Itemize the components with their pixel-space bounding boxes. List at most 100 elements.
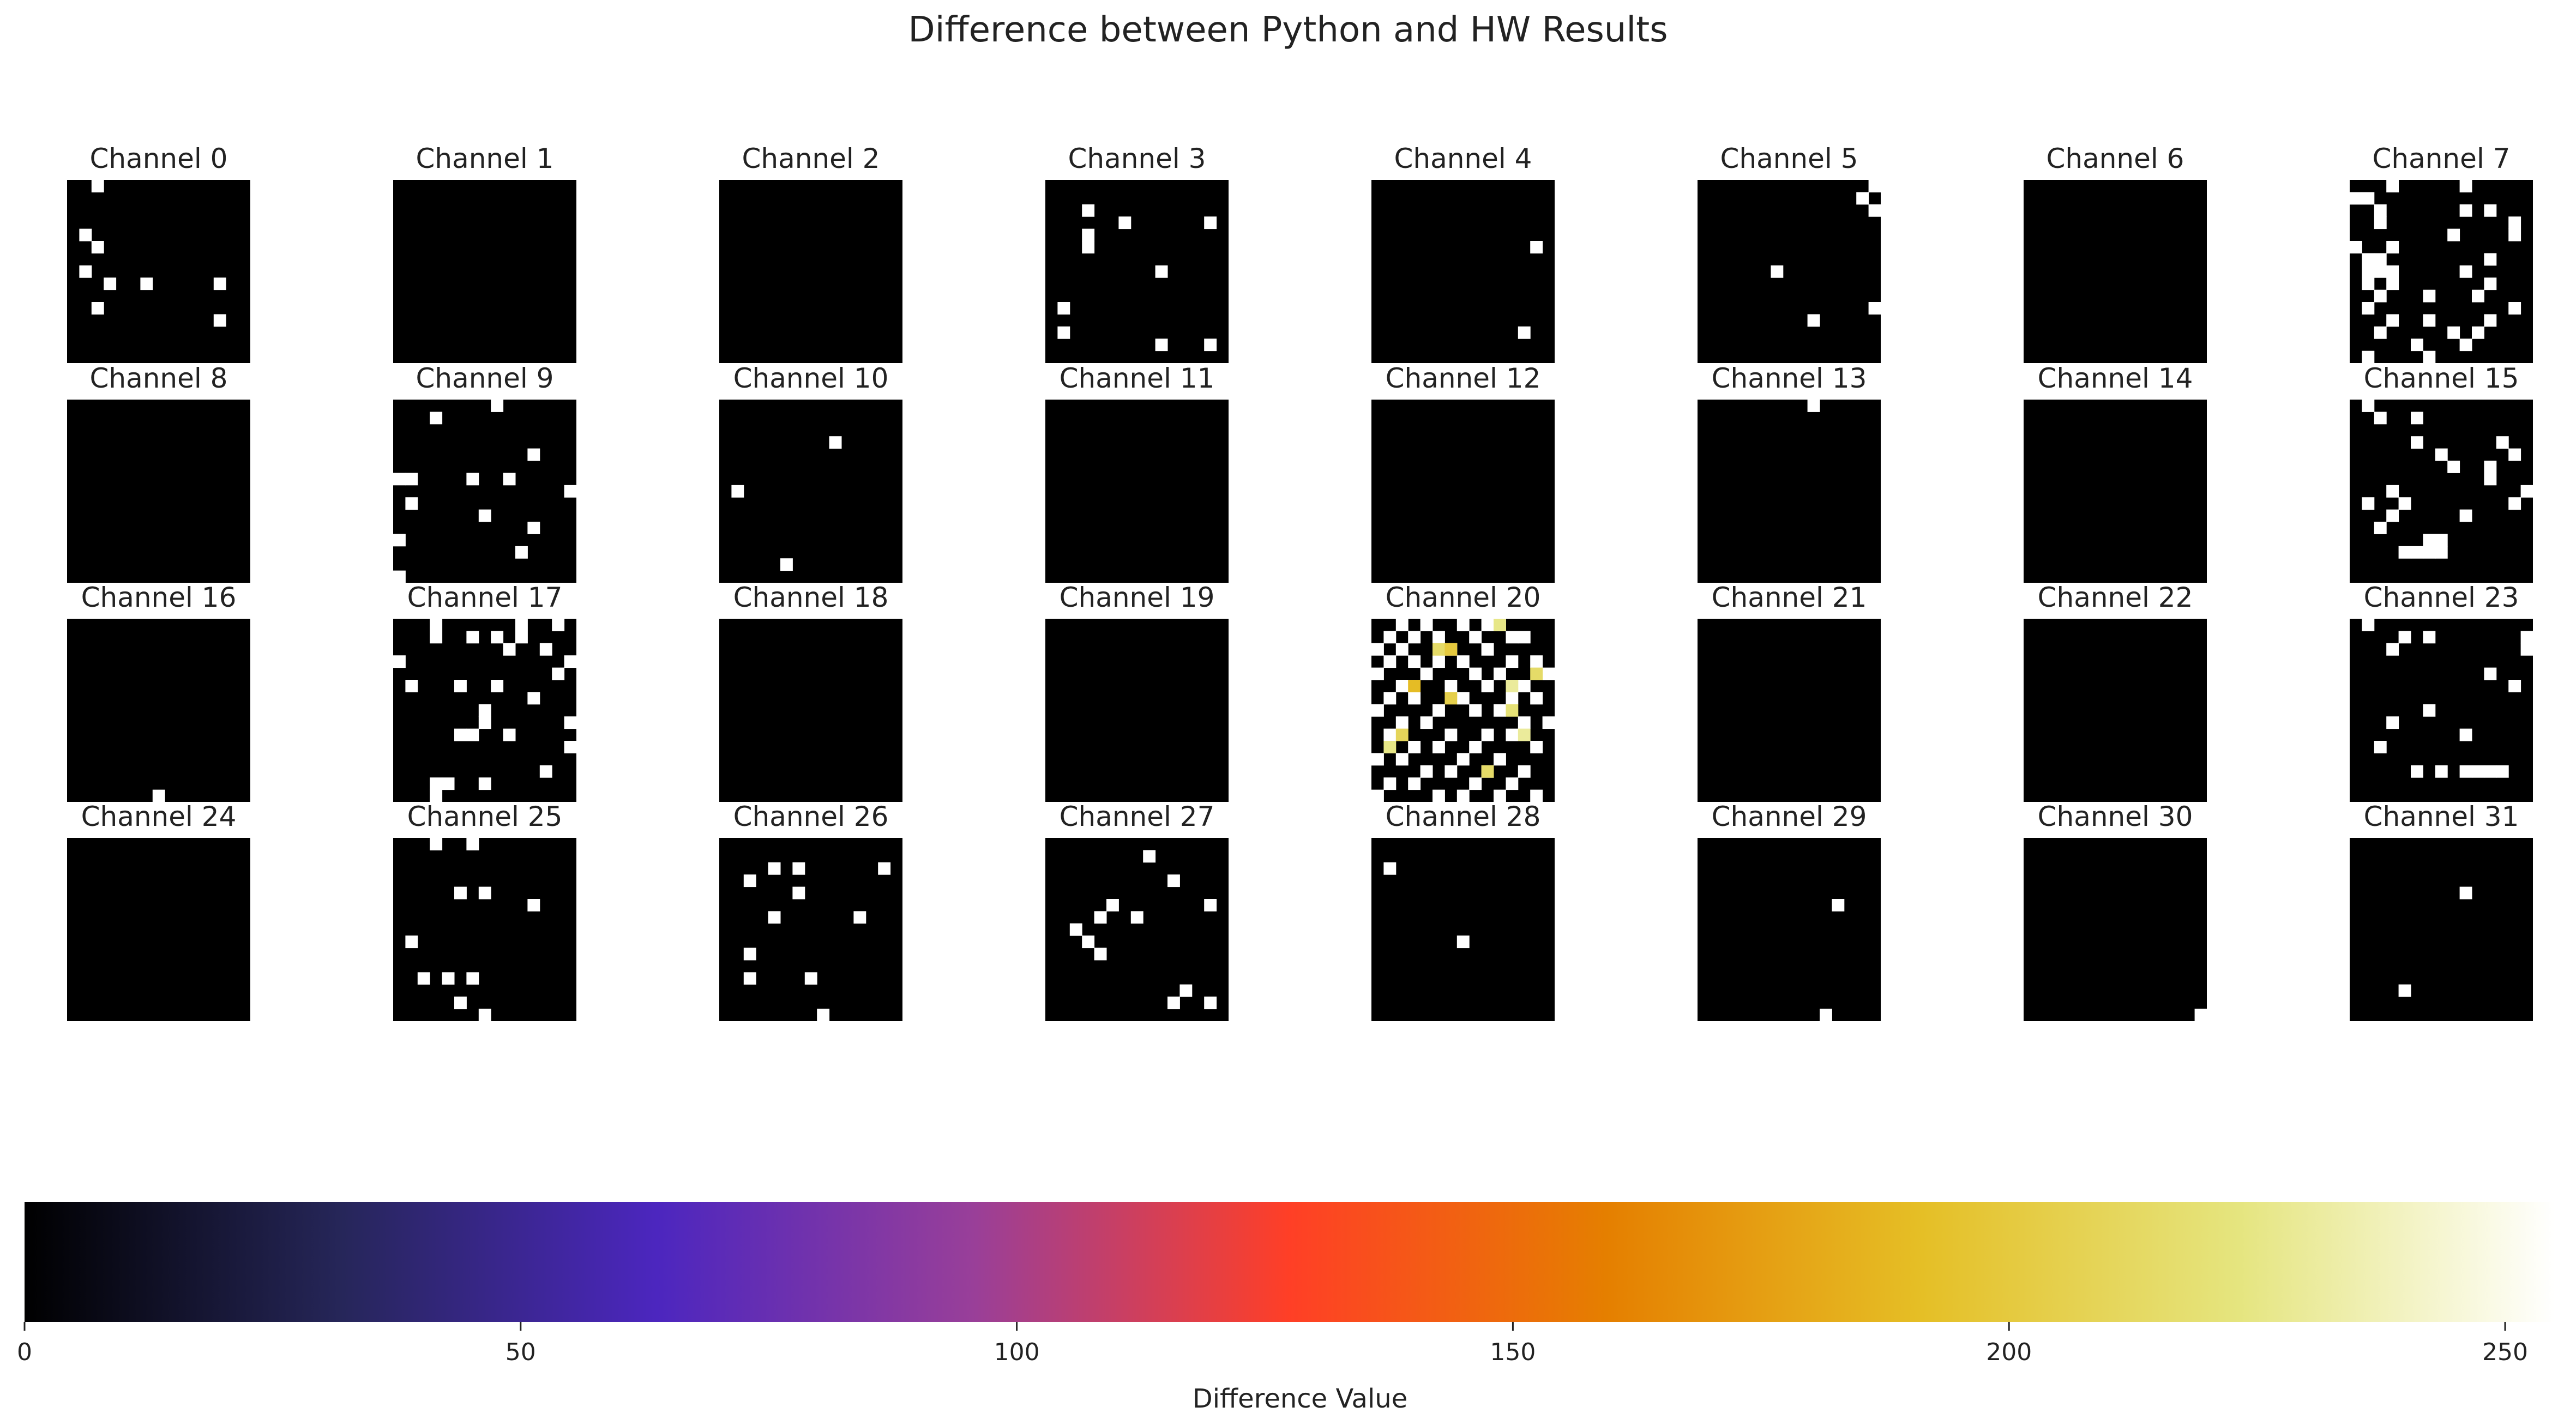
colorbar-tick-label: 50: [505, 1338, 536, 1366]
heatmap-cell: [1371, 753, 1384, 766]
heatmap-cell: [1445, 765, 1458, 778]
figure-title: Difference between Python and HW Results: [908, 10, 1668, 50]
heatmap-cell: [417, 972, 430, 985]
panel-title: Channel 9: [416, 363, 554, 394]
heatmap-cell: [478, 704, 491, 717]
heatmap-cell: [878, 862, 891, 875]
heatmap-panel: Channel 7: [2350, 143, 2533, 364]
heatmap-cell: [2362, 400, 2375, 412]
heatmap-panel: Channel 2: [719, 143, 902, 363]
heatmap-cell: [743, 972, 756, 985]
heatmap-cell: [1506, 680, 1519, 692]
heatmap-cell: [478, 886, 491, 899]
heatmap-cell: [2386, 241, 2399, 253]
heatmap-cell: [1494, 704, 1506, 717]
panel-title: Channel 21: [1712, 582, 1867, 613]
heatmap-background: [2350, 838, 2533, 1021]
heatmap-cell: [2459, 265, 2472, 278]
heatmap-background: [393, 180, 576, 363]
heatmap-cell: [2459, 509, 2472, 522]
heatmap-cell: [780, 558, 793, 571]
heatmap-cell: [2374, 522, 2387, 534]
heatmap-cell: [2362, 192, 2375, 205]
heatmap-cell: [2459, 180, 2472, 192]
heatmap-panel: Channel 6: [2024, 143, 2207, 363]
heatmap-cell: [515, 546, 528, 559]
heatmap-cell: [2386, 314, 2399, 327]
heatmap-cell: [853, 911, 866, 924]
heatmap-cell: [2447, 228, 2460, 241]
heatmap-background: [2024, 838, 2207, 1021]
heatmap-cell: [1506, 631, 1519, 644]
heatmap-cell: [731, 485, 744, 498]
heatmap-cell: [1408, 655, 1421, 668]
heatmap-cell: [2411, 339, 2423, 352]
heatmap-cell: [515, 619, 528, 631]
heatmap-cell: [393, 473, 406, 486]
panel-title: Channel 29: [1712, 801, 1867, 832]
heatmap-cell: [2374, 412, 2387, 425]
heatmap-cell: [1383, 777, 1397, 790]
heatmap-cell: [1518, 631, 1531, 644]
heatmap-cell: [91, 241, 104, 253]
heatmap-background: [1045, 400, 1229, 583]
heatmap-cell: [2472, 765, 2484, 778]
colorbar-tick-label: 150: [1490, 1338, 1536, 1366]
heatmap-cell: [454, 680, 467, 692]
heatmap-panel: Channel 17: [393, 582, 577, 802]
panel-title: Channel 14: [2038, 363, 2193, 394]
heatmap-cell: [2447, 461, 2460, 473]
heatmap-cell: [2386, 180, 2399, 192]
heatmap-cell: [1481, 643, 1494, 656]
panel-title: Channel 31: [2364, 801, 2519, 832]
heatmap-cell: [1469, 777, 1482, 790]
heatmap-cell: [2459, 728, 2472, 741]
heatmap-cell: [1530, 741, 1543, 753]
heatmap-cell: [503, 473, 516, 486]
panel-title: Channel 28: [1386, 801, 1541, 832]
heatmap-cell: [405, 680, 418, 692]
colorbar-gradient: [25, 1202, 2555, 1322]
heatmap-cell: [2472, 289, 2484, 303]
heatmap-cell: [1433, 655, 1445, 668]
heatmap-panel: Channel 1: [393, 143, 576, 363]
heatmap-cell: [104, 277, 117, 291]
heatmap-cell: [2411, 436, 2423, 449]
heatmap-cell: [792, 862, 805, 875]
heatmap-cell: [564, 485, 577, 498]
heatmap-cell: [2520, 485, 2533, 498]
heatmap-panel: Channel 13: [1698, 363, 1881, 583]
heatmap-cell: [2508, 216, 2521, 230]
heatmap-cell: [2386, 277, 2399, 291]
heatmap-cell: [466, 972, 479, 985]
heatmap-cell: [1204, 997, 1217, 1010]
heatmap-cell: [1807, 400, 1820, 412]
panel-title: Channel 22: [2038, 582, 2193, 613]
heatmap-cell: [2398, 497, 2411, 510]
heatmap-cell: [213, 277, 226, 291]
heatmap-cell: [1530, 789, 1543, 802]
heatmap-cell: [527, 899, 540, 911]
panel-title: Channel 15: [2364, 363, 2519, 394]
heatmap-cell: [1506, 692, 1519, 705]
heatmap-cell: [1082, 241, 1095, 253]
heatmap-cell: [2398, 546, 2411, 559]
colorbar-ticks: 0 50 100 150 200 250: [17, 1322, 2528, 1366]
heatmap-cell: [430, 838, 443, 850]
heatmap-cell: [564, 655, 577, 668]
heatmap-cell: [2423, 289, 2436, 303]
heatmap-panel: Channel 30: [2024, 801, 2207, 1022]
heatmap-cell: [2484, 765, 2497, 778]
heatmap-cell: [1456, 753, 1470, 766]
panel-title: Channel 2: [742, 143, 880, 174]
heatmap-cell: [491, 680, 504, 692]
heatmap-cell: [1420, 765, 1433, 778]
heatmap-cell: [792, 886, 805, 899]
heatmap-cell: [1395, 619, 1409, 631]
heatmap-cell: [2484, 667, 2497, 680]
heatmap-cell: [503, 643, 516, 656]
heatmap-cell: [1456, 789, 1470, 802]
heatmap-cell: [2459, 886, 2472, 899]
heatmap-cell: [539, 765, 552, 778]
heatmap-cell: [140, 277, 153, 291]
